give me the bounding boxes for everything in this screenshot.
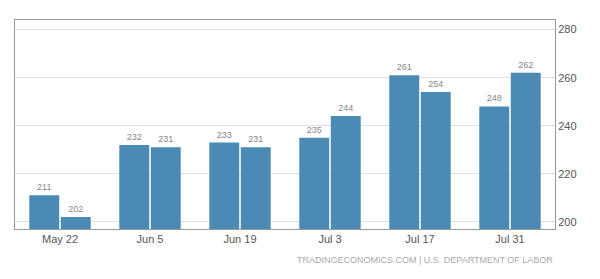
svg-text:240: 240 [558,120,576,132]
svg-text:Jun 5: Jun 5 [137,233,164,245]
svg-text:254: 254 [428,79,443,89]
svg-text:232: 232 [127,132,142,142]
svg-text:244: 244 [338,103,353,113]
svg-text:231: 231 [248,134,263,144]
svg-text:260: 260 [558,72,576,84]
svg-text:Jul 3: Jul 3 [318,233,341,245]
svg-text:248: 248 [487,93,502,103]
svg-text:Jun 19: Jun 19 [223,233,256,245]
svg-text:Jul 17: Jul 17 [405,233,434,245]
svg-text:Jul 31: Jul 31 [495,233,524,245]
svg-text:200: 200 [558,216,576,228]
svg-text:TRADINGECONOMICS.COM | U.S. DE: TRADINGECONOMICS.COM | U.S. DEPARTMENT O… [297,255,553,265]
svg-text:May 22: May 22 [42,233,78,245]
svg-text:220: 220 [558,168,576,180]
svg-text:202: 202 [68,204,83,214]
svg-text:211: 211 [37,182,51,192]
svg-text:233: 233 [217,130,232,140]
svg-text:261: 261 [397,62,412,72]
svg-text:231: 231 [158,134,173,144]
svg-text:262: 262 [518,60,533,70]
svg-text:280: 280 [558,23,576,35]
svg-text:235: 235 [307,125,322,135]
